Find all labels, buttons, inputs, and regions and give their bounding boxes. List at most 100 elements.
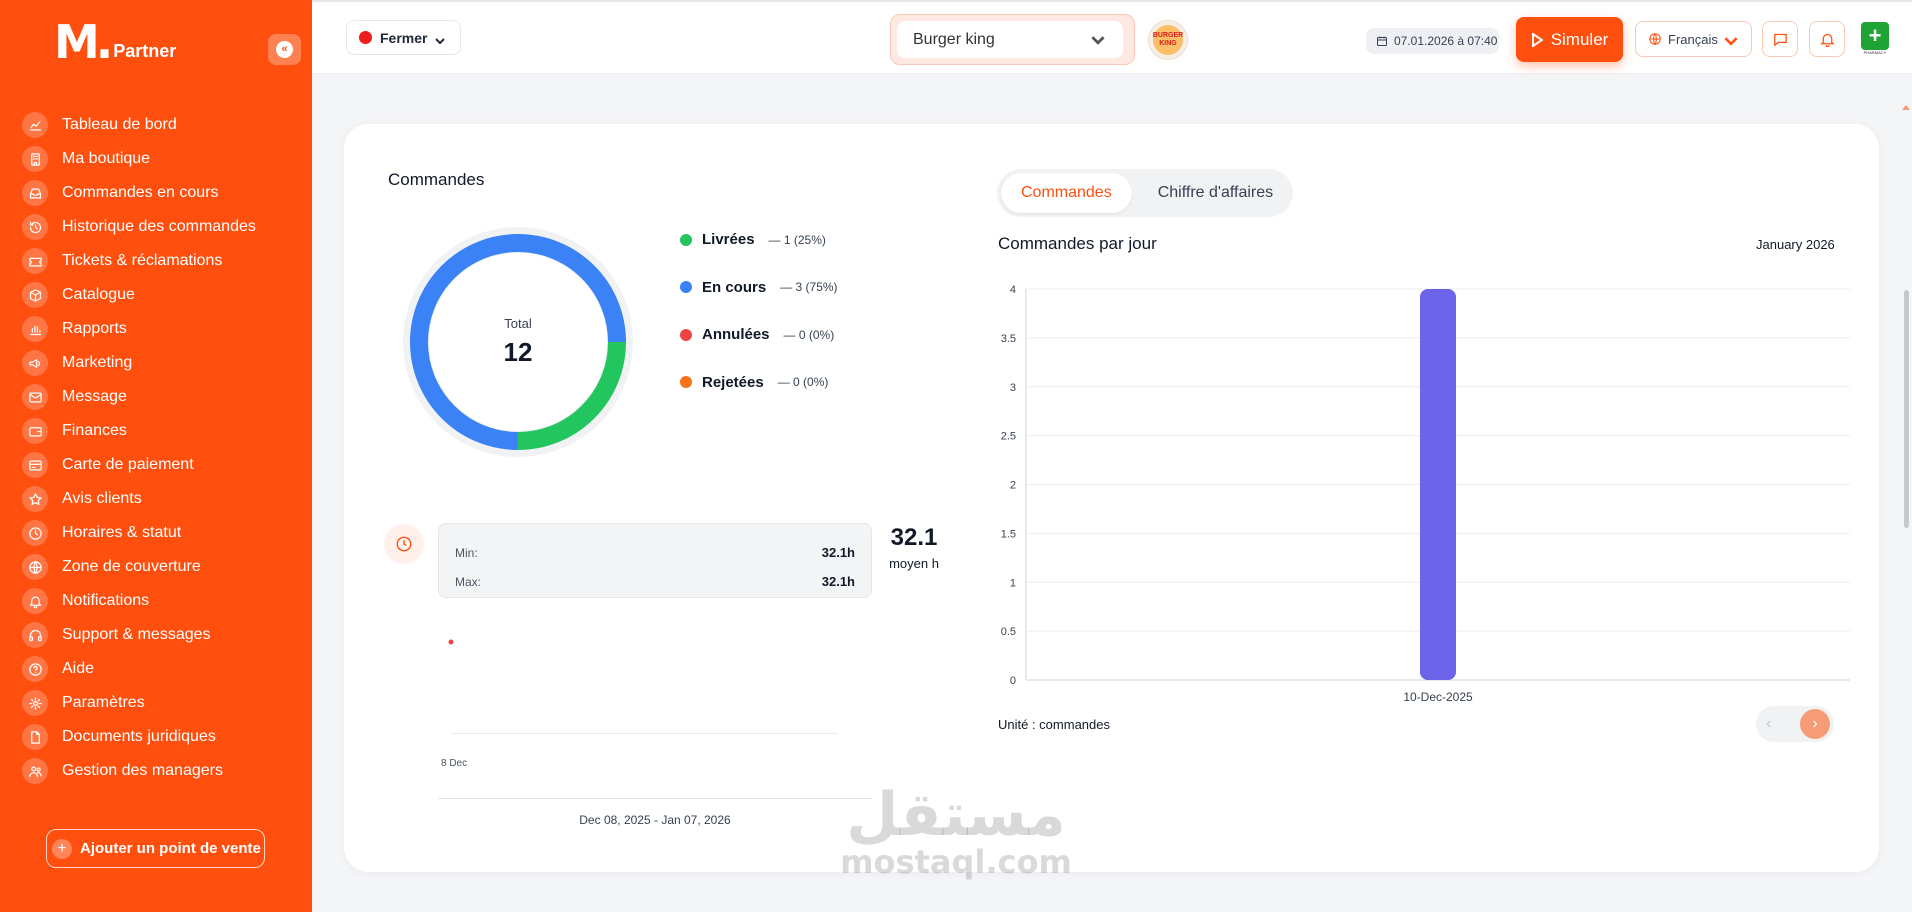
bar[interactable]	[1420, 289, 1456, 680]
legend-count: — 0 (0%)	[783, 327, 835, 342]
store-select[interactable]: Burger king	[897, 21, 1123, 58]
tab-chiffre-affaires[interactable]: Chiffre d'affaires	[1157, 184, 1274, 201]
sidebar-item-carte-de-paiement[interactable]: Carte de paiement	[22, 448, 256, 482]
megaphone-icon	[22, 350, 48, 376]
sidebar-item-documents-juridiques[interactable]: Documents juridiques	[22, 720, 256, 754]
chevron-right-icon: ›	[1812, 715, 1818, 732]
sidebar-item-label: Finances	[62, 422, 127, 439]
add-point-of-sale-label: Ajouter un point de vente	[80, 840, 261, 857]
chart-line-icon	[22, 112, 48, 138]
legend-count: — 1 (25%)	[768, 232, 826, 247]
sidebar-item-label: Aide	[62, 660, 95, 677]
status-dot	[359, 31, 372, 44]
y-tick-label: 0.5	[1001, 626, 1016, 638]
donut-svg	[403, 227, 633, 457]
chart-title: Commandes par jour	[998, 234, 1157, 253]
sidebar-item-commandes-en-cours[interactable]: Commandes en cours	[22, 176, 256, 210]
simulate-button[interactable]: Simuler	[1516, 17, 1623, 62]
sidebar-item-label: Commandes en cours	[62, 184, 219, 201]
sidebar-item-ma-boutique[interactable]: Ma boutique	[22, 142, 256, 176]
legend-dot	[680, 328, 692, 341]
store-select-wrapper: Burger king	[890, 14, 1135, 65]
chevron-down-icon	[1724, 34, 1738, 46]
sidebar-item-label: Avis clients	[62, 490, 142, 507]
chevron-left-icon[interactable]: ‹	[1766, 715, 1772, 732]
clock-icon	[22, 520, 48, 546]
legend-name: Livrées	[702, 231, 755, 249]
sidebar-item-label: Documents juridiques	[62, 728, 216, 745]
sidebar-item-message[interactable]: Message	[22, 380, 256, 414]
partner-logo[interactable]: M. Partner	[54, 15, 176, 69]
sidebar-item-tickets-reclamations[interactable]: Tickets & réclamations	[22, 244, 256, 278]
scrollbar-thumb[interactable]	[1904, 290, 1909, 528]
legend-count: — 0 (0%)	[777, 375, 829, 390]
sidebar-item-label: Support & messages	[62, 626, 211, 643]
legend-item: Annulées — 0 (0%)	[680, 311, 838, 359]
notifications-button[interactable]	[1809, 21, 1845, 57]
clock-badge	[384, 524, 424, 564]
date-range: Dec 08, 2025 - Jan 07, 2026	[579, 813, 731, 827]
sidebar-nav: Tableau de bord Ma boutique Commandes en c…	[22, 108, 256, 788]
language-select[interactable]: Français	[1635, 21, 1752, 57]
sidebar-item-support-messages[interactable]: Support & messages	[22, 618, 256, 652]
store-status-label: Fermer	[380, 29, 428, 46]
collapse-sidebar-button[interactable]: «	[268, 34, 301, 65]
tab-commandes[interactable]: Commandes	[1001, 173, 1132, 213]
orders-legend: Livrées — 1 (25%) En cours — 3 (75%) Annulée…	[680, 216, 838, 406]
date-chip: 07.01.2026 à 07:40	[1366, 28, 1499, 54]
sidebar-item-finances[interactable]: Finances	[22, 414, 256, 448]
sidebar-item-aide[interactable]: Aide	[22, 652, 256, 686]
watermark: مستقل mostaql.com	[840, 785, 1072, 879]
donut-slice[interactable]	[410, 234, 626, 450]
store-status-select[interactable]: Fermer	[346, 20, 461, 55]
duration-point	[448, 639, 454, 645]
add-point-of-sale-button[interactable]: + Ajouter un point de vente	[46, 829, 265, 868]
sidebar-item-label: Carte de paiement	[62, 456, 194, 473]
sidebar-item-notifications[interactable]: Notifications	[22, 584, 256, 618]
play-icon	[1531, 32, 1543, 47]
chat-button[interactable]	[1762, 21, 1798, 57]
globe-icon	[1649, 33, 1661, 45]
sidebar-item-historique-des-commandes[interactable]: Historique des commandes	[22, 210, 256, 244]
sidebar-item-label: Historique des commandes	[62, 218, 256, 235]
sidebar-item-label: Marketing	[62, 354, 133, 371]
range-divider	[438, 798, 872, 799]
chart-period: January 2026	[1756, 237, 1835, 252]
sidebar-item-avis-clients[interactable]: Avis clients	[22, 482, 256, 516]
sidebar-item-label: Gestion des managers	[62, 762, 223, 779]
chat-icon	[1773, 33, 1787, 46]
sidebar-item-horaires-statut[interactable]: Horaires & statut	[22, 516, 256, 550]
sidebar-item-label: Tickets & réclamations	[62, 252, 223, 269]
sidebar-item-label: Message	[62, 388, 127, 405]
sidebar-item-gestion-des-managers[interactable]: Gestion des managers	[22, 754, 256, 788]
profile-avatar[interactable]: + PHARMACY	[1860, 22, 1890, 56]
store-logo-line1: BURGER	[1152, 32, 1184, 39]
sidebar-item-label: Paramètres	[62, 694, 145, 711]
sidebar-item-marketing[interactable]: Marketing	[22, 346, 256, 380]
globe-icon	[22, 554, 48, 580]
plus-icon: +	[52, 838, 72, 859]
sidebar-item-zone-de-couverture[interactable]: Zone de couverture	[22, 550, 256, 584]
help-icon	[22, 656, 48, 682]
sidebar-item-parametres[interactable]: Paramètres	[22, 686, 256, 720]
duration-min-label: Min:	[455, 545, 478, 560]
duration-min-row: Min: 32.1h	[455, 538, 855, 567]
logo-mark: M.	[54, 15, 113, 69]
duration-mini-chart	[448, 639, 838, 734]
duration-min-value: 32.1h	[821, 545, 855, 560]
orders-per-day-chart: 0 0.5 1 1.5 2 2.5 3 3.5 4 10-Dec-2025	[1001, 284, 1850, 704]
next-page-button[interactable]: ›	[1800, 709, 1830, 739]
duration-max-value: 32.1h	[821, 574, 855, 589]
sidebar-item-catalogue[interactable]: Catalogue	[22, 278, 256, 312]
chart-unit: Unité : commandes	[998, 717, 1110, 732]
donut-total-label: Total	[504, 316, 532, 331]
sidebar-item-tableau-de-bord[interactable]: Tableau de bord	[22, 108, 256, 142]
sidebar-item-label: Catalogue	[62, 286, 135, 303]
scroll-up-icon[interactable]	[1902, 104, 1910, 110]
bar-chart-icon	[22, 316, 48, 342]
legend-item: Livrées — 1 (25%)	[680, 216, 838, 264]
legend-dot	[680, 376, 692, 389]
sidebar-item-rapports[interactable]: Rapports	[22, 312, 256, 346]
y-tick-label: 1	[1010, 577, 1016, 589]
store-name: Burger king	[913, 30, 995, 48]
